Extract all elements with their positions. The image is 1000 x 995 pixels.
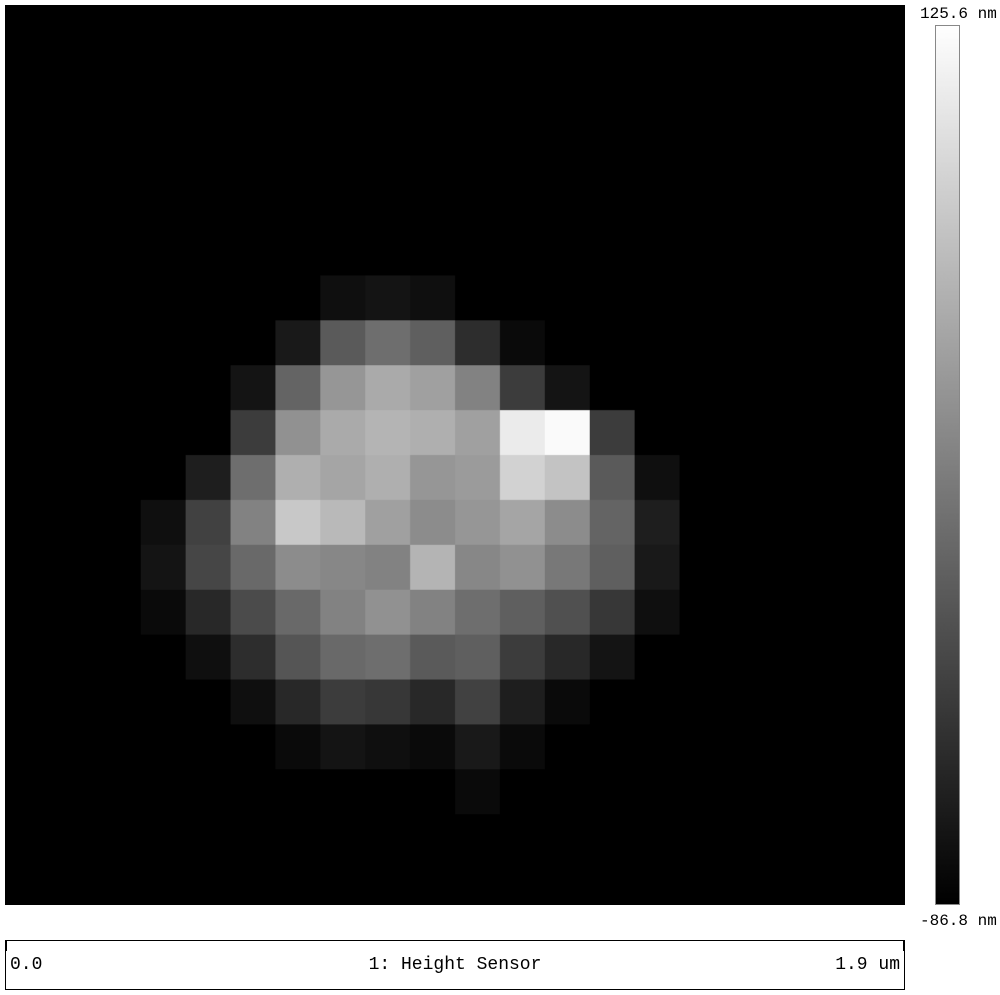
x-tick-max	[903, 941, 904, 951]
height-sensor-heatmap	[6, 6, 904, 904]
colorbar-max-label: 125.6 nm	[920, 5, 997, 23]
heatmap-frame	[5, 5, 905, 905]
colorbar-gradient	[935, 25, 960, 905]
colorbar	[935, 25, 960, 905]
x-axis-scale: 0.0 1: Height Sensor 1.9 um	[5, 940, 905, 990]
colorbar-min-label: -86.8 nm	[920, 912, 997, 930]
x-axis-title: 1: Height Sensor	[369, 955, 542, 975]
x-tick-min	[6, 941, 7, 951]
figure-root: 0.0 1: Height Sensor 1.9 um 125.6 nm -86…	[0, 0, 1000, 995]
x-max-label: 1.9 um	[835, 955, 900, 975]
x-min-label: 0.0	[10, 955, 42, 975]
